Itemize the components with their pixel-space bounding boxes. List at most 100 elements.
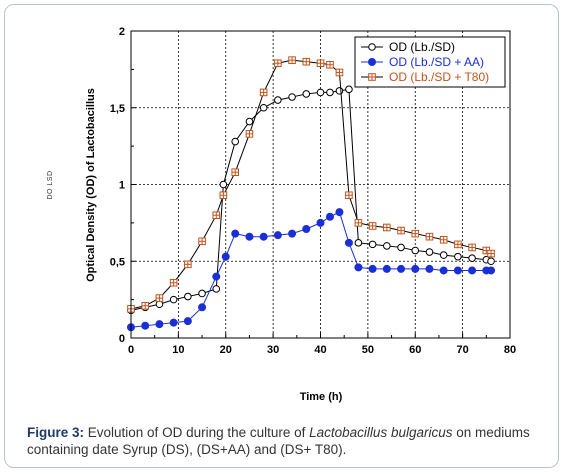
data-point [439, 251, 448, 259]
data-point [487, 266, 496, 275]
data-point [335, 87, 344, 95]
data-point [219, 180, 228, 189]
data-point [302, 225, 311, 234]
x-tick-label: 50 [362, 344, 374, 356]
x-tick-label: 70 [457, 344, 469, 356]
x-tick-label: 60 [409, 344, 421, 356]
data-point [259, 103, 268, 112]
data-point [468, 243, 476, 252]
data-point [198, 303, 207, 312]
data-point [397, 243, 405, 252]
data-point [425, 264, 434, 273]
y-tick-label: 0 [119, 333, 125, 345]
data-point [335, 68, 344, 77]
data-point [368, 240, 377, 249]
x-tick-label: 20 [220, 344, 232, 356]
data-point [212, 272, 221, 281]
data-point [231, 229, 240, 238]
axis-ticks: 0 10 20 30 40 50 60 70 80 0 0,5 1 1,5 2 [110, 26, 516, 356]
data-point [487, 249, 495, 258]
data-point [411, 264, 420, 273]
x-tick-label: 30 [267, 344, 279, 356]
data-point [155, 300, 164, 309]
data-point [169, 318, 178, 327]
data-point [141, 321, 150, 330]
x-tick-label: 0 [128, 344, 134, 356]
data-point [383, 223, 391, 232]
data-point [231, 168, 240, 177]
data-point [316, 218, 325, 227]
series-1 [127, 208, 496, 332]
legend-label-2: OD (Lb./SD + T80) [389, 70, 489, 84]
y-tick-label: 1,5 [110, 103, 125, 115]
data-point [454, 240, 462, 249]
data-point [274, 59, 282, 68]
data-point [368, 222, 377, 230]
data-point [316, 88, 325, 97]
data-point [368, 264, 377, 273]
data-point [302, 57, 311, 66]
data-point [326, 60, 334, 69]
data-point [383, 242, 391, 250]
legend-marker-0 [368, 43, 376, 51]
legend-label-0: OD (Lb./SD) [389, 40, 455, 54]
data-point [219, 191, 228, 200]
data-point [454, 252, 462, 261]
data-point [325, 212, 334, 221]
data-point [335, 208, 344, 217]
data-point [141, 301, 150, 310]
data-point [411, 246, 420, 255]
data-point [183, 317, 192, 326]
data-point [411, 229, 420, 238]
data-point [397, 264, 406, 273]
series-line-1 [130, 211, 492, 328]
data-point [169, 278, 178, 287]
x-tick-label: 40 [314, 344, 326, 356]
data-point [487, 257, 495, 266]
data-point [221, 252, 230, 261]
data-point [212, 211, 221, 219]
y-tick-label: 0,5 [110, 256, 125, 268]
data-point [439, 266, 448, 275]
legend-marker-1 [367, 58, 376, 67]
data-point [231, 137, 240, 146]
data-point [259, 232, 268, 241]
series-0 [127, 85, 495, 315]
x-axis-title: Time (h) [300, 391, 343, 403]
data-point [273, 231, 282, 240]
data-point [344, 238, 353, 247]
data-point [212, 285, 221, 293]
data-point [302, 90, 311, 98]
data-point [354, 219, 363, 227]
caption-text-after: on mediums containing date Syrup (DS), (… [27, 425, 530, 457]
data-point [184, 292, 192, 301]
y-axis-title: Optical Density (OD) of Lactobacillus [85, 88, 97, 282]
series-2 [127, 56, 495, 313]
series-group [127, 56, 496, 332]
data-point [397, 226, 405, 235]
legend-marker-2 [368, 73, 376, 81]
data-point [245, 232, 254, 241]
x-tick-label: 10 [172, 344, 184, 356]
data-point [425, 232, 434, 241]
data-point [425, 248, 434, 256]
data-point [155, 294, 164, 302]
data-point [326, 88, 334, 97]
legend-label-1: OD (Lb./SD + AA) [389, 55, 484, 69]
caption-label: Figure 3: [27, 425, 85, 440]
series-line-0 [130, 88, 492, 311]
data-point [345, 191, 353, 200]
figure-caption: Figure 3: Evolution of OD during the cul… [27, 424, 547, 458]
data-point [468, 254, 476, 262]
data-point [354, 239, 363, 247]
caption-text-before: Evolution of OD during the culture of [84, 425, 310, 440]
side-label: DO LSD [47, 170, 54, 199]
data-point [155, 320, 164, 329]
data-point [245, 130, 254, 138]
data-point [382, 264, 391, 273]
data-point [288, 93, 296, 101]
y-tick-label: 2 [119, 26, 125, 38]
data-point [198, 289, 206, 298]
legend: OD (Lb./SD)OD (Lb./SD + AA)OD (Lb./SD + … [354, 36, 506, 88]
